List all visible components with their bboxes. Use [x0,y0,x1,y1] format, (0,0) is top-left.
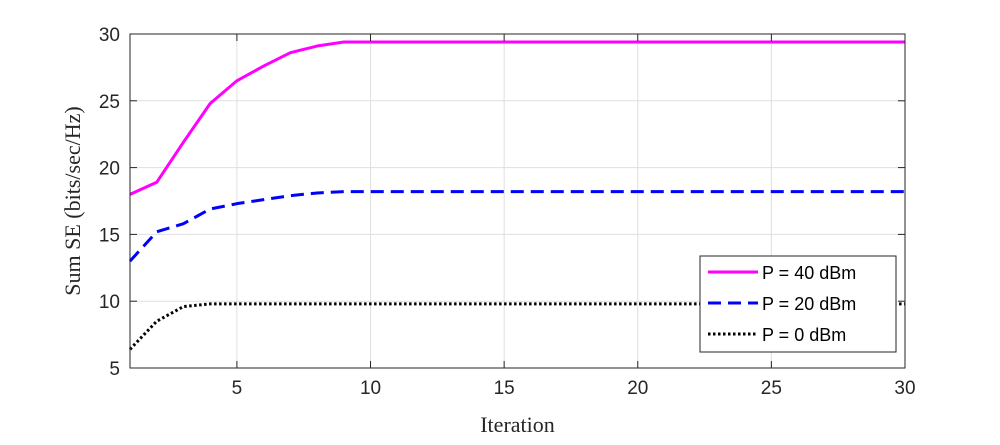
x-tick-label: 25 [761,378,782,399]
legend-label-1: P = 40 dBm [762,263,856,283]
x-tick-label: 20 [627,378,648,399]
y-tick-label: 5 [109,359,120,380]
series-line-2 [128,190,905,263]
legend-label-3: P = 0 dBm [762,325,846,345]
x-tick-label: 10 [360,378,381,399]
x-axis-title: Iteration [480,412,555,437]
y-tick-label: 10 [99,292,120,313]
y-tick-label: 30 [99,25,120,46]
legend: P = 40 dBm P = 20 dBm P = 0 dBm [699,255,897,353]
x-tick-label: 30 [894,378,915,399]
y-tick-label: 25 [99,92,120,113]
y-tick-label: 15 [99,225,120,246]
axis-ticks: 5 10 15 20 25 30 5 10 15 20 25 30 [99,25,916,399]
x-tick-label: 15 [494,378,515,399]
legend-label-2: P = 20 dBm [762,294,856,314]
plot-frame [129,33,906,369]
y-axis-title: Sum SE (bits/sec/Hz) [60,106,85,295]
y-tick-label: 20 [99,159,120,180]
x-tick-label: 5 [232,378,243,399]
series-line-1 [129,40,905,196]
